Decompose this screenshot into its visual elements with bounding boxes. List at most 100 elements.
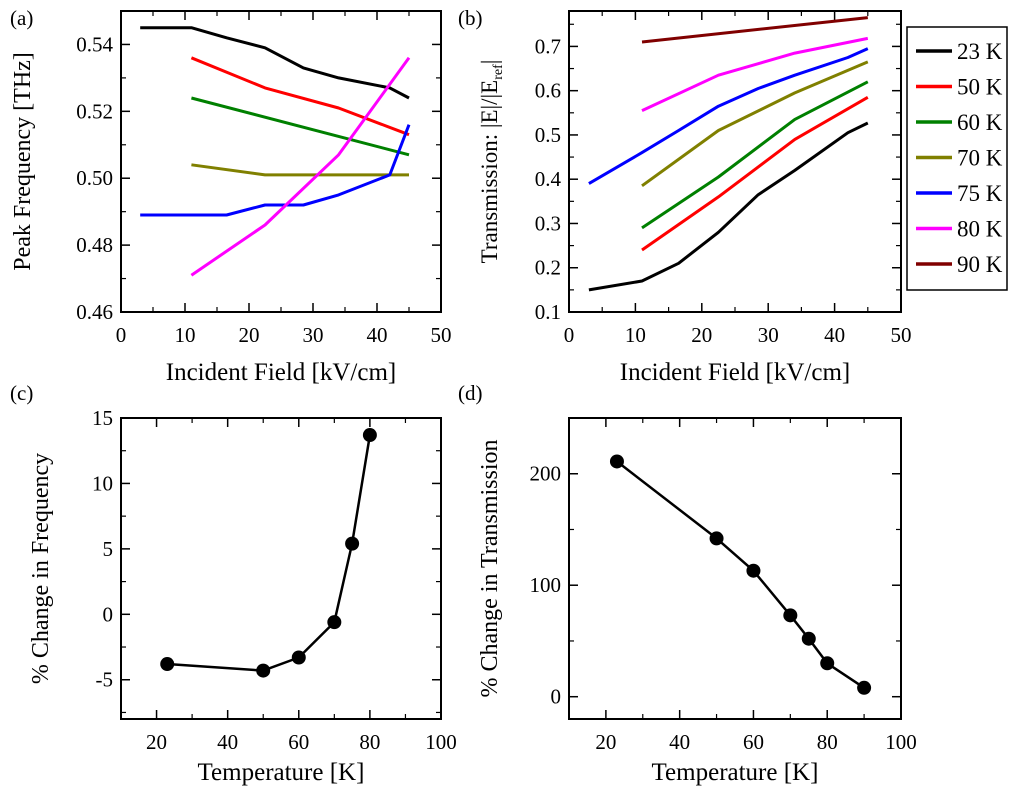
y-tick-label: 100 [530,573,562,597]
y-tick-label: 0.5 [535,123,561,147]
y-tick-label: 0.4 [535,167,562,191]
y-axis-label: % Change in Transmission [477,439,503,697]
panel-label: (b) [458,6,483,30]
x-tick-label: 20 [146,730,167,754]
legend-label: 75 K [957,181,1003,206]
x-axis-label: Temperature [K] [652,759,819,786]
data-point [362,428,377,443]
y-tick-label: 0.48 [76,233,113,257]
y-tick-label: 15 [92,406,113,430]
x-tick-label: 0 [564,323,575,347]
data-point [256,663,271,678]
data-point [857,680,872,695]
series-line-75K [588,47,869,185]
y-tick-label: 0.6 [535,79,561,103]
series-line-70K [641,60,869,188]
series-line-50K [190,56,410,137]
x-tick-label: 40 [669,730,690,754]
y-tick-label: 0.1 [535,300,561,324]
series-line-50K [641,96,869,252]
series-line-pct [616,460,865,689]
data-point [820,656,835,671]
x-tick-label: 40 [217,730,238,754]
x-tick-label: 80 [359,730,380,754]
y-axis-label: Transmission: |E|/|Eref| [477,60,506,264]
legend-label: 70 K [957,146,1003,171]
x-axis-label: Incident Field [kV/cm] [166,359,397,386]
data-point [801,631,816,646]
x-tick-label: 60 [743,730,764,754]
y-axis-label-main: Transmission: |E|/|E [477,80,502,264]
y-tick-label: 200 [530,462,562,486]
data-point [783,608,798,623]
y-axis-label-end: | [477,60,502,65]
data-point [327,615,342,630]
series-line-60K [641,80,869,230]
data-point [609,454,624,469]
panel-label: (c) [10,381,33,405]
panel-a: 0 10 20 30 40 50 0.46 0.48 0.50 0.52 0.54 (a) Incide… [10,6,452,386]
y-tick-label: 0.2 [535,256,561,280]
x-tick-label: 50 [891,323,912,347]
x-axis-label: Temperature [K] [198,759,365,786]
panel-b: 0 10 20 30 40 50 0.1 0.2 0.3 0.4 0.5 0.6 0.7 (b) Incid… [458,6,912,386]
y-tick-label: 0.52 [76,99,113,123]
x-tick-label: 10 [625,323,646,347]
y-tick-label: 5 [103,537,114,561]
y-tick-label: 0 [103,602,114,626]
x-tick-label: 30 [303,323,324,347]
data-point [291,650,306,665]
data-point [345,536,360,551]
series-line-70K [191,163,409,177]
x-tick-label: 20 [239,323,260,347]
series-line-60K [191,96,410,157]
x-tick-label: 100 [885,730,917,754]
x-tick-label: 100 [425,730,457,754]
series-line-80K [641,36,869,112]
x-tick-label: 80 [817,730,838,754]
y-tick-label: 0 [551,685,562,709]
y-tick-label: 0.50 [76,166,113,190]
series-line-75K [140,124,411,217]
data-point [709,531,724,546]
panel-d: 20 40 60 80 100 0 100 200 (d) Temperature [K] % Ch… [458,381,917,786]
series-line-80K [190,56,411,277]
x-tick-label: 50 [431,323,452,347]
legend-label: 80 K [957,217,1003,242]
x-tick-label: 40 [824,323,845,347]
x-tick-label: 60 [288,730,309,754]
panel-label: (a) [10,6,33,30]
x-tick-label: 30 [758,323,779,347]
y-tick-label: -5 [96,668,114,692]
y-axis-label: % Change in Frequency [28,453,54,684]
series-line-23K [140,26,410,100]
panel-label: (d) [458,381,483,405]
y-tick-label: 0.46 [76,300,113,324]
legend-label: 90 K [957,252,1003,277]
x-tick-label: 20 [595,730,616,754]
data-point [160,657,175,672]
y-axis-label-subscript: ref [491,64,506,80]
y-axis-label: Peak Frequency [THz] [10,52,36,271]
series-line-pct [167,434,372,672]
legend-label: 60 K [957,110,1003,135]
data-point [746,563,761,578]
y-tick-label: 0.54 [76,32,113,56]
y-tick-label: 0.3 [535,211,561,235]
series-line-23K [588,121,869,292]
x-tick-label: 10 [175,323,196,347]
x-tick-label: 20 [691,323,712,347]
series-line-90K [641,16,868,44]
x-tick-label: 0 [116,323,127,347]
legend-label: 50 K [957,75,1003,100]
panel-c: 20 40 60 80 100 -5 0 5 10 15 (c) Temperature [K] % C… [10,381,457,786]
plot-frame [568,417,902,720]
y-tick-label: 10 [92,471,113,495]
plot-frame [120,417,442,720]
legend: 23 K 50 K 60 K 70 K 75 K 80 K 90 K [906,26,1008,291]
x-tick-label: 40 [367,323,388,347]
y-tick-label: 0.7 [535,34,561,58]
x-axis-label: Incident Field [kV/cm] [620,359,851,386]
legend-label: 23 K [957,39,1003,64]
